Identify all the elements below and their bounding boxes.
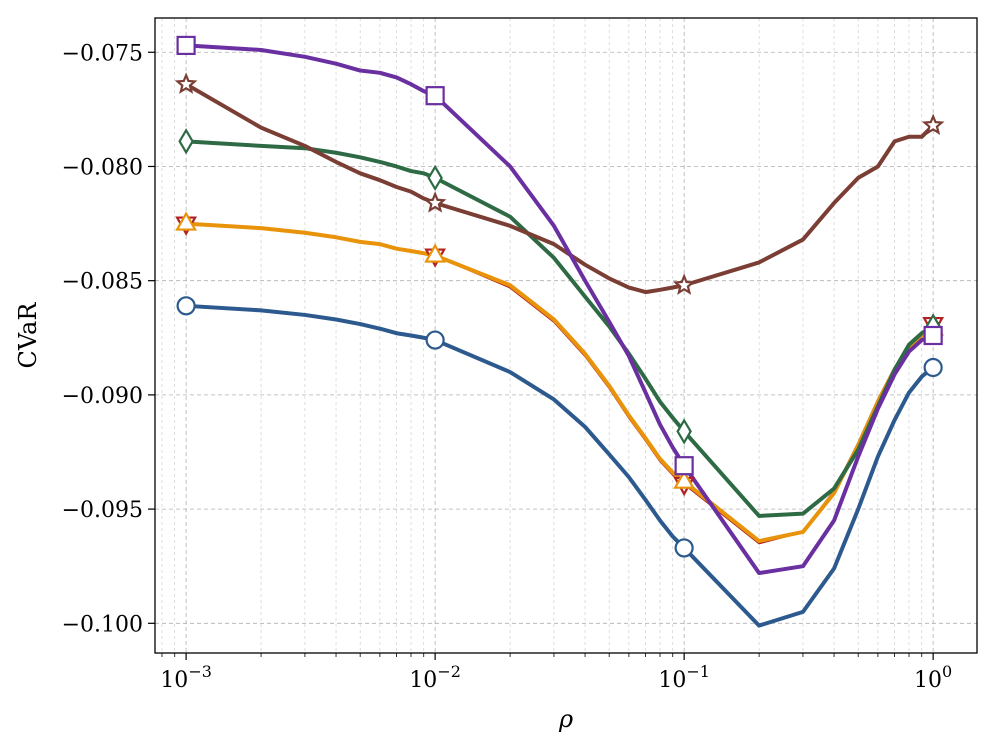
series-line-circle [184, 303, 936, 628]
data-point-triangle-up [424, 243, 447, 263]
series-line-square [184, 43, 936, 576]
data-point-square [923, 325, 943, 346]
x-tick-label: 10−2 [409, 662, 461, 693]
data-point-circle [923, 357, 943, 378]
plot-area-frame [154, 17, 978, 654]
data-point-circle [425, 330, 445, 350]
y-tick-label: −0.100 [62, 612, 143, 637]
series-line-star [184, 82, 936, 295]
data-point-diamond [178, 128, 194, 155]
y-tick-label: −0.080 [62, 155, 143, 180]
data-point-triangle-up [175, 211, 197, 231]
series-lines [184, 43, 936, 628]
x-tick-label: 10−3 [160, 662, 212, 693]
data-point-circle [674, 538, 694, 558]
x-tick-label: 100 [914, 662, 952, 693]
data-point-triangle-up [673, 469, 696, 489]
data-point-diamond [427, 164, 443, 192]
data-point-square [425, 86, 445, 106]
axis-ticks: 10−3 10−2 10−1 100 −0.075 −0.080 −0.085 −0.090 −… [62, 41, 953, 693]
data-point-star [174, 72, 198, 94]
data-point-star [672, 273, 696, 295]
y-tick-label: −0.095 [62, 498, 143, 523]
x-tick-label: 10−1 [658, 662, 710, 693]
y-tick-label: −0.075 [62, 41, 143, 66]
y-tick-label: −0.085 [62, 270, 143, 295]
y-tick-label: −0.090 [62, 384, 143, 409]
data-point-star [921, 113, 945, 135]
data-point-square [176, 35, 196, 56]
data-point-diamond [676, 418, 692, 445]
series-markers [174, 35, 945, 558]
data-point-square [674, 456, 694, 476]
x-axis-label: ρ [558, 705, 573, 733]
y-axis-label: CVaR [14, 302, 42, 369]
data-point-circle [176, 296, 196, 316]
data-point-star [423, 191, 447, 213]
